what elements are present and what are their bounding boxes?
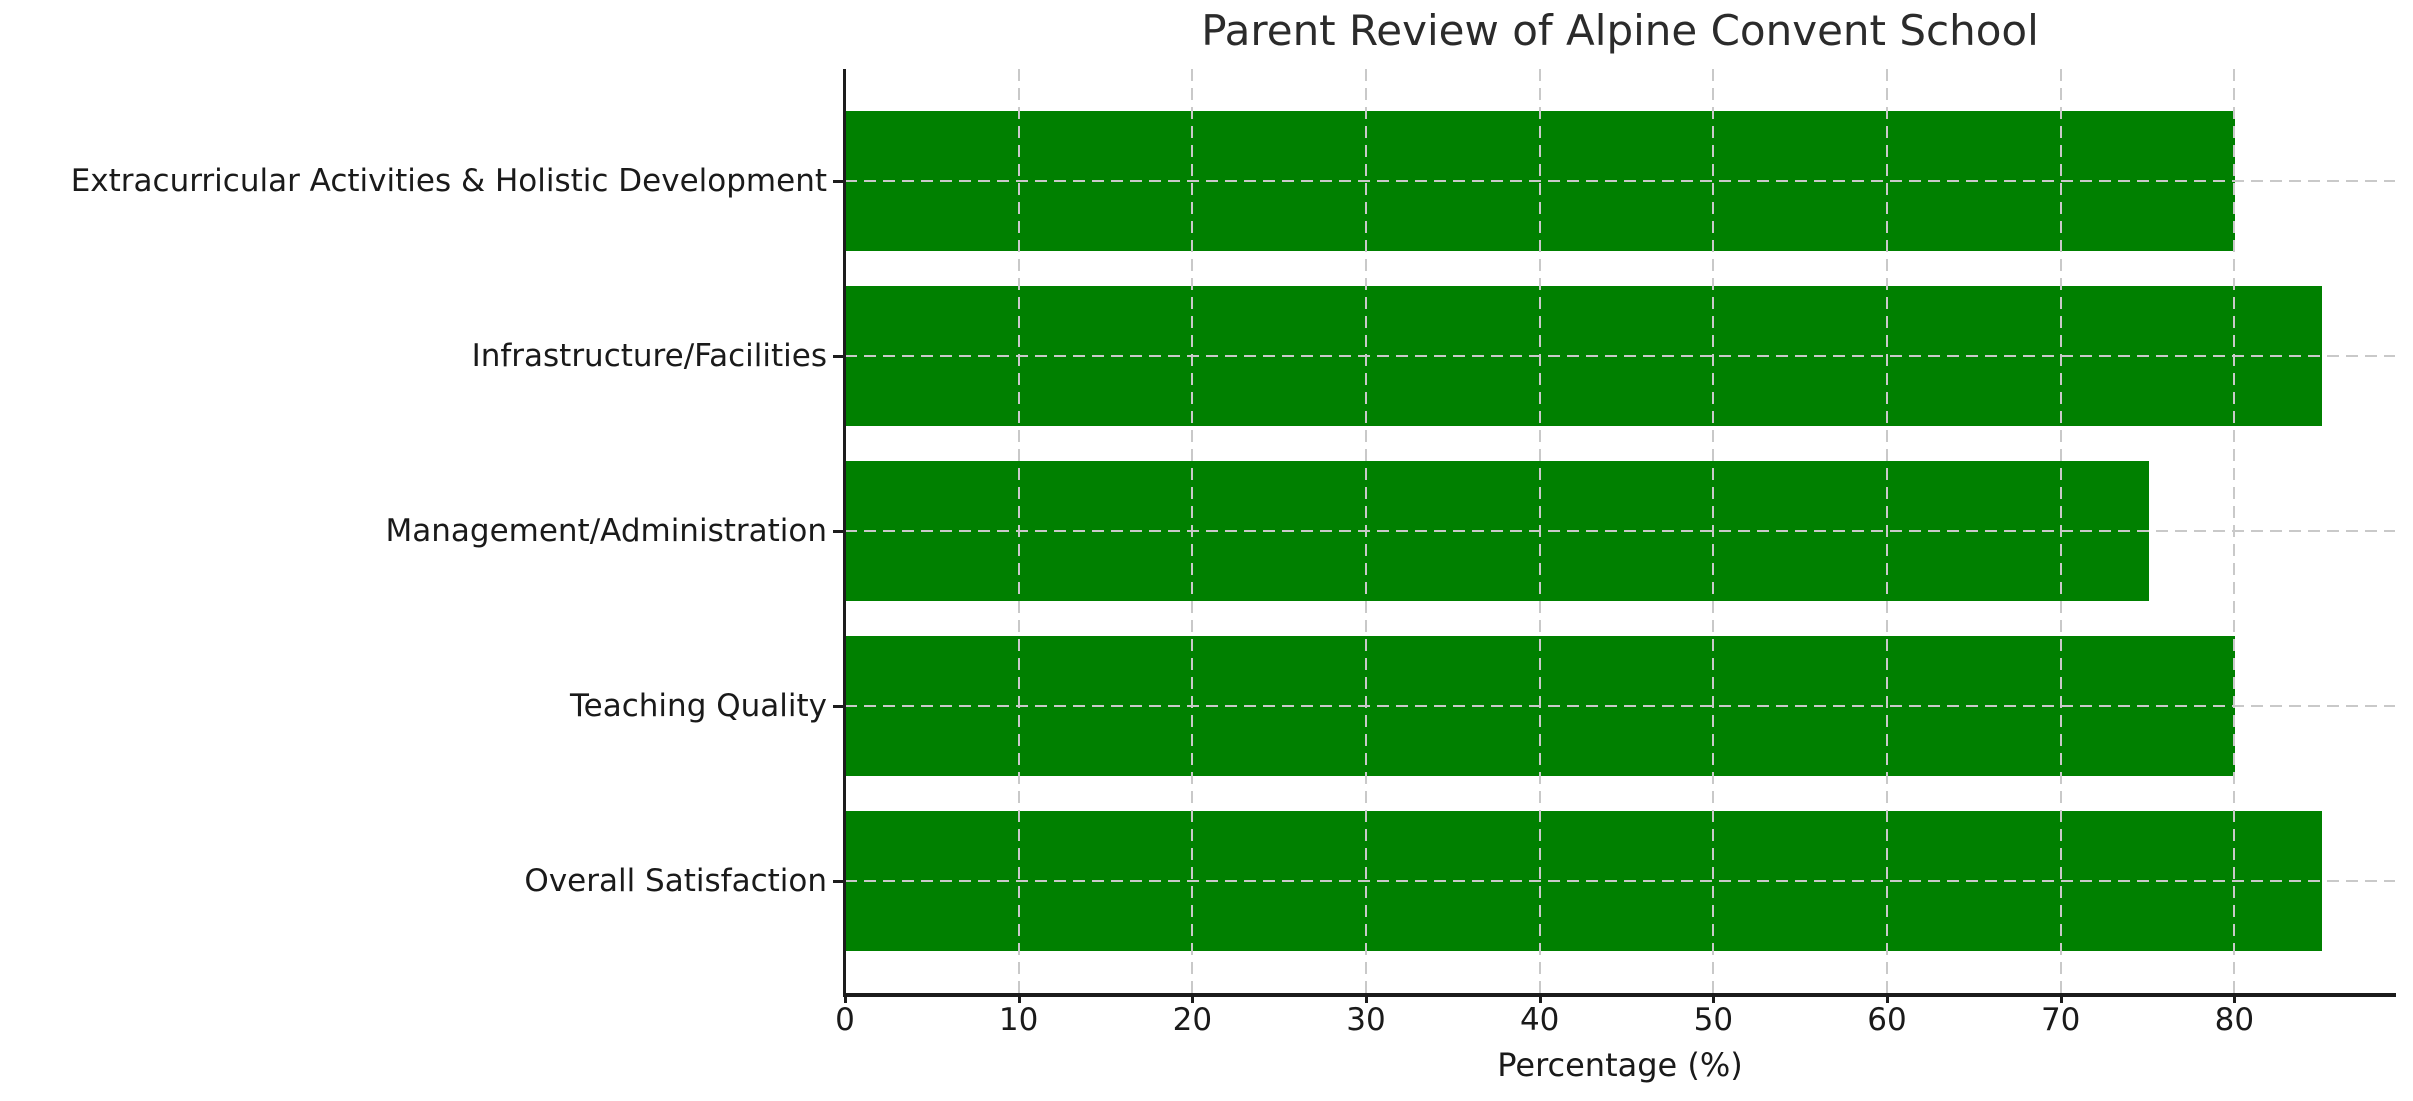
x-tick-label: 0: [835, 1002, 855, 1038]
y-tick: [833, 355, 843, 358]
y-tick: [833, 180, 843, 183]
x-tick-label: 20: [1172, 1002, 1213, 1038]
x-gridline: [1538, 69, 1541, 993]
x-tick: [1712, 993, 1716, 1003]
x-tick-label: 60: [1867, 1002, 1907, 1038]
y-gridline: [845, 880, 2395, 882]
x-gridline: [1886, 69, 1889, 993]
x-tick: [1191, 993, 1195, 1003]
x-gridline: [2233, 69, 2236, 993]
y-tick: [833, 705, 843, 708]
y-tick-label: Infrastructure/Facilities: [471, 338, 827, 374]
x-tick: [1017, 993, 1021, 1003]
x-gridline: [1712, 69, 1715, 993]
y-gridline: [845, 355, 2395, 357]
x-tick-label: 50: [1693, 1002, 1734, 1038]
x-gridline: [1017, 69, 1020, 993]
x-gridline: [1191, 69, 1194, 993]
y-gridline: [845, 530, 2395, 532]
y-gridline: [845, 180, 2395, 182]
x-tick: [1365, 993, 1368, 1003]
x-gridline: [2059, 69, 2062, 993]
x-tick: [2233, 993, 2237, 1003]
x-tick-label: 80: [2214, 1002, 2255, 1038]
x-axis-spine: [843, 993, 2396, 997]
y-tick: [833, 530, 843, 533]
x-tick: [844, 993, 847, 1003]
x-tick-label: 70: [2040, 1002, 2081, 1038]
y-tick-label: Overall Satisfaction: [524, 863, 827, 899]
y-tick-label: Teaching Quality: [570, 688, 827, 724]
y-tick: [833, 880, 843, 883]
x-axis-label: Percentage (%): [1497, 1046, 1743, 1084]
y-axis-spine: [843, 69, 846, 996]
x-tick-label: 40: [1519, 1002, 1560, 1038]
x-tick: [1538, 993, 1542, 1003]
x-tick-label: 30: [1346, 1002, 1386, 1038]
y-tick-label: Extracurricular Activities & Holistic De…: [70, 163, 827, 199]
x-tick-label: 10: [998, 1002, 1039, 1038]
x-gridline: [1365, 69, 1367, 993]
x-tick: [2059, 993, 2063, 1003]
x-tick: [1886, 993, 1890, 1003]
y-tick-label: Management/Administration: [385, 513, 828, 549]
chart-title: Parent Review of Alpine Convent School: [1201, 6, 2039, 55]
y-gridline: [845, 705, 2395, 707]
